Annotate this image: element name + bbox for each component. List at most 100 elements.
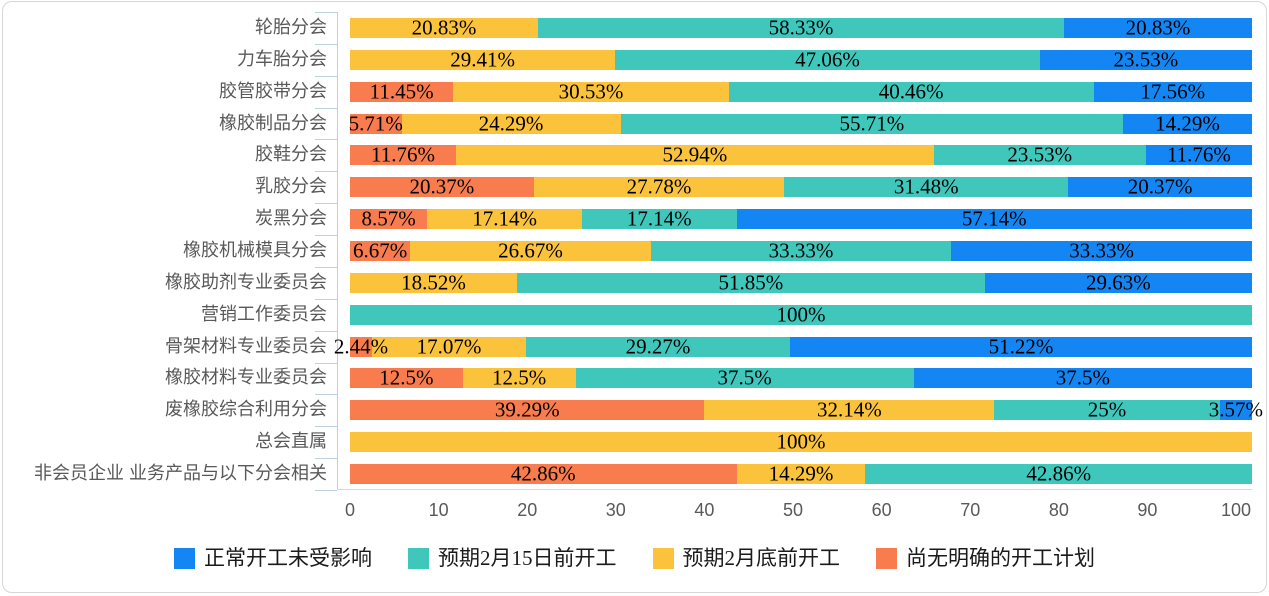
segment-value-label: 57.14% (961, 206, 1027, 231)
x-tick-label: 60 (871, 500, 892, 520)
bar-row: 炭黑分会 8.57% 17.14% 17.14% 57.14% (3, 203, 1266, 235)
bar-segment: 40.46% (728, 79, 1094, 103)
bar-segment: 55.71% (620, 111, 1124, 135)
segment-value-label: 100% (776, 302, 826, 327)
stacked-bar: 8.57% 17.14% 17.14% 57.14% (350, 206, 1252, 231)
bar-segment: 26.67% (410, 238, 651, 263)
legend-item: 正常开工未受影响 (174, 548, 372, 569)
bar-segment: 32.14% (704, 398, 995, 422)
legend-swatch (876, 548, 897, 569)
bar-row: 力车胎分会 29.41% 47.06% 23.53% (3, 44, 1266, 76)
bar-segment: 17.56% (1093, 79, 1252, 104)
category-label: 废橡胶综合利用分会 (165, 399, 327, 420)
segment-value-label: 29.63% (1085, 270, 1151, 295)
bar-segment: 31.48% (784, 175, 1069, 199)
bar-segment: 11.45% (350, 79, 454, 103)
category-tick-mark (315, 298, 337, 300)
segment-value-label: 24.29% (478, 111, 544, 135)
bar-segment: 17.14% (427, 206, 582, 231)
segment-value-label: 42.86% (510, 461, 576, 486)
bar-track: 8.57% 17.14% 17.14% 57.14% (337, 206, 1266, 231)
category-tick-mark (315, 171, 337, 173)
category-label: 骨架材料专业委员会 (165, 335, 327, 356)
stacked-bar: 20.37% 27.78% 31.48% 20.37% (350, 174, 1252, 199)
bar-row: 胶管胶带分会 11.45% 30.53% 40.46% 17.56% (3, 76, 1266, 108)
stacked-bar: 11.45% 30.53% 40.46% 17.56% (350, 79, 1252, 104)
stacked-bar: 6.67% 26.67% 33.33% 33.33% (350, 238, 1252, 263)
segment-value-label: 17.56% (1140, 79, 1206, 104)
legend-swatch (652, 548, 674, 569)
bar-row: 轮胎分会 20.83% 58.33% 20.83% (3, 12, 1266, 44)
segment-value-label: 33.33% (1069, 238, 1135, 263)
category-label: 胶鞋分会 (255, 144, 327, 165)
legend-swatch (174, 548, 195, 569)
segment-value-label: 20.83% (411, 15, 477, 40)
bar-row: 橡胶材料专业委员会 12.5% 12.5% 37.5% 37.5% (3, 362, 1266, 394)
category-tick-mark (315, 362, 337, 364)
segment-value-label: 14.29% (1155, 111, 1220, 135)
segment-value-label: 17.14% (472, 206, 537, 231)
segment-value-label: 52.94% (662, 142, 728, 167)
x-tick-label: 100 (1221, 500, 1252, 520)
category-label: 橡胶材料专业委员会 (165, 367, 327, 388)
category-label: 炭黑分会 (255, 208, 327, 229)
bar-track: 18.52% 51.85% 29.63% (337, 270, 1266, 295)
stacked-bar: 18.52% 51.85% 29.63% (350, 270, 1252, 295)
segment-value-label: 18.52% (401, 270, 466, 295)
stacked-bar: 100% (350, 429, 1252, 454)
stacked-bar: 29.41% 47.06% 23.53% (350, 47, 1252, 71)
bar-track: 20.37% 27.78% 31.48% 20.37% (337, 174, 1266, 199)
bar-segment: 20.37% (1068, 175, 1252, 199)
category-label: 橡胶助剂专业委员会 (165, 271, 327, 292)
legend-item: 预期2月15日前开工 (408, 548, 617, 569)
bar-track: 11.76% 52.94% 23.53% 11.76% (337, 142, 1266, 167)
segment-value-label: 5.71% (348, 111, 403, 135)
segment-value-label: 17.07% (416, 334, 482, 359)
bar-track: 2.44% 17.07% 29.27% 51.22% (334, 334, 1266, 359)
bar-row: 乳胶分会 20.37% 27.78% 31.48% 20.37% (3, 171, 1266, 203)
segment-value-label: 51.22% (988, 334, 1054, 359)
bar-track: 39.29% 32.14% 25% 3.57% (337, 397, 1266, 422)
bar-segment: 51.22% (789, 334, 1252, 359)
category-tick-mark (315, 107, 337, 109)
bar-segment: 37.5% (913, 366, 1252, 390)
bar-row: 骨架材料专业委员会 2.44% 17.07% 29.27% 51.22% (3, 331, 1266, 363)
stacked-bar: 5.71% 24.29% 55.71% 14.29% (348, 111, 1252, 135)
segment-value-label: 26.67% (498, 238, 563, 263)
bar-segment: 8.57% (350, 207, 428, 231)
stacked-bar: 42.86% 14.29% 42.86% (350, 461, 1252, 486)
bar-track: 5.71% 24.29% 55.71% 14.29% (337, 111, 1266, 135)
legend-label: 尚无明确的开工计划 (906, 546, 1095, 570)
segment-value-label: 12.5% (492, 365, 547, 390)
segment-value-label: 11.76% (371, 142, 436, 167)
x-tick-label: 70 (960, 500, 981, 520)
stacked-bar: 100% (350, 302, 1252, 327)
segment-value-label: 6.67% (352, 238, 408, 263)
bar-row: 橡胶机械模具分会 6.67% 26.67% 33.33% 33.33% (3, 235, 1266, 267)
category-label: 非会员企业 业务产品与以下分会相关 (34, 463, 327, 484)
segment-value-label: 30.53% (558, 79, 624, 104)
bar-segment: 51.85% (517, 270, 985, 294)
segment-value-label: 100% (776, 429, 826, 454)
category-tick-mark (315, 330, 337, 332)
segment-value-label: 27.78% (626, 174, 692, 199)
category-label: 胶管胶带分会 (219, 80, 327, 101)
bar-segment: 23.53% (1039, 47, 1252, 71)
bar-segment: 11.76% (1145, 143, 1252, 167)
bar-track: 29.41% 47.06% 23.53% (337, 47, 1266, 71)
x-tick-label: 40 (694, 500, 715, 520)
bar-track: 42.86% 14.29% 42.86% (337, 461, 1266, 486)
category-tick-mark (315, 139, 337, 141)
x-axis-line (337, 489, 1252, 490)
x-tick-label: 50 (783, 500, 804, 520)
category-tick-mark (315, 12, 337, 13)
bar-segment: 52.94% (456, 142, 934, 167)
bar-segment: 20.83% (350, 15, 538, 40)
stacked-bar: 2.44% 17.07% 29.27% 51.22% (334, 334, 1252, 359)
segment-value-label: 20.83% (1125, 15, 1191, 40)
category-tick-mark (315, 266, 337, 268)
segment-value-label: 25% (1087, 397, 1127, 422)
legend-label: 正常开工未受影响 (204, 546, 372, 570)
bar-segment: 14.29% (1123, 111, 1252, 135)
